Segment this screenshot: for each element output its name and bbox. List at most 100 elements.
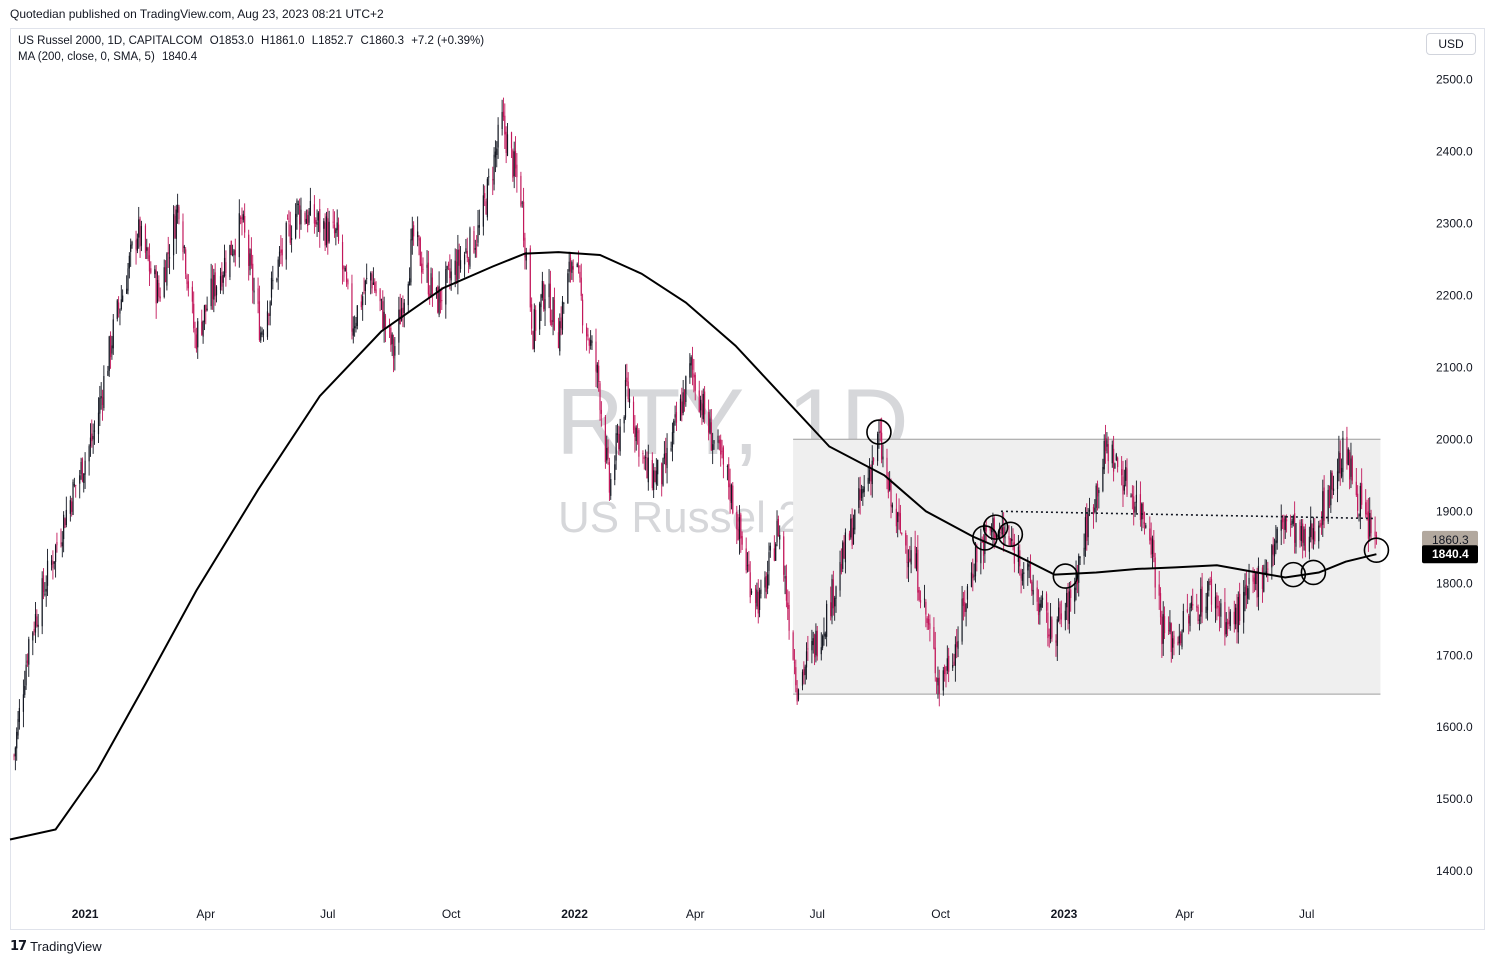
candle-body [512, 150, 514, 178]
candle-body [139, 218, 141, 247]
candle-body [826, 603, 828, 637]
candle-body [362, 296, 364, 306]
candle-body [1328, 485, 1331, 506]
candle-body [539, 303, 541, 330]
candle-body [926, 618, 928, 624]
candle-body [938, 677, 940, 694]
candle-body [81, 458, 84, 482]
x-tick-label: Jul [320, 907, 335, 921]
candle-body [1338, 451, 1340, 474]
candle-body [1135, 494, 1137, 503]
candle-body [844, 532, 847, 563]
candle-body [952, 665, 954, 668]
candle-body [1098, 490, 1100, 494]
candle-body [241, 216, 243, 224]
candle-body [1358, 514, 1360, 516]
candle-body [797, 689, 800, 700]
candle-body [1285, 519, 1288, 522]
candle-body [769, 545, 771, 551]
candle-body [531, 304, 533, 329]
candle-body [164, 267, 167, 283]
candle-body [746, 565, 749, 567]
candle-body [146, 247, 148, 251]
candle-body [93, 430, 96, 432]
x-tick-label: Jul [810, 907, 825, 921]
candle-body [484, 193, 486, 198]
candle-body [1302, 523, 1304, 543]
x-tick-label: Apr [196, 907, 215, 921]
candle-body [476, 244, 478, 246]
candle-body [345, 271, 348, 283]
candle-body [266, 311, 269, 338]
candle-body [1290, 523, 1292, 525]
candle-body [71, 501, 73, 512]
candle-body [392, 338, 395, 359]
candle-body [1216, 595, 1218, 609]
candle-body [248, 234, 250, 266]
candle-body [438, 286, 440, 315]
dotted-resistance-line [1000, 510, 1376, 520]
candle-body [278, 251, 281, 257]
candle-body [1206, 592, 1209, 611]
x-tick-label: Oct [442, 907, 461, 921]
candle-body [1205, 606, 1207, 613]
candle-body [474, 248, 476, 250]
candle-body [1351, 456, 1353, 481]
candle-body [1229, 611, 1231, 627]
candle-body [937, 678, 939, 686]
candle-body [788, 604, 790, 631]
candle-body [56, 542, 58, 546]
candle-body [65, 509, 67, 525]
candle-body [898, 511, 900, 517]
candle-body [636, 431, 639, 433]
candle-body [33, 628, 35, 632]
candle-body [177, 204, 179, 213]
y-tick-label: 1800.0 [1436, 576, 1473, 590]
candle-body [296, 200, 298, 217]
candle-body [1068, 591, 1070, 624]
candle-body [1300, 526, 1302, 542]
candle-body [1283, 518, 1285, 530]
candle-body [571, 262, 573, 273]
candle-body [1074, 587, 1076, 602]
candle-body [552, 297, 554, 322]
candle-body [1094, 507, 1096, 512]
candle-body [663, 453, 665, 459]
candle-body [840, 563, 842, 572]
candle-body [138, 219, 140, 238]
candle-body [136, 238, 138, 251]
y-tick-label: 1900.0 [1436, 504, 1473, 518]
candle-body [64, 518, 66, 528]
candle-body [832, 579, 834, 609]
ma-price-tag-bg [1422, 545, 1478, 564]
candle-body [234, 249, 236, 256]
candle-body [721, 451, 723, 452]
candle-body [1235, 607, 1237, 625]
candle-body [1150, 537, 1152, 555]
candle-body [250, 249, 252, 266]
tradingview-logo[interactable]: 17 TradingView [10, 939, 102, 954]
legend-symbol[interactable]: US Russel 2000, 1D, CAPITALCOM [18, 35, 203, 47]
candle-body [1233, 611, 1235, 625]
candle-body [1103, 440, 1105, 470]
candle-body [736, 511, 738, 530]
candle-body [103, 376, 105, 409]
candle-body [1210, 579, 1213, 605]
candle-body [1048, 634, 1050, 637]
candle-body [366, 278, 368, 279]
candle-body [1023, 572, 1025, 574]
candle-body [268, 314, 270, 316]
candle-body [119, 309, 121, 314]
legend-ma-label[interactable]: MA (200, close, 0, SMA, 5) [18, 51, 155, 63]
candle-body [909, 558, 911, 562]
candle-body [1059, 603, 1061, 614]
candle-body [1121, 469, 1123, 476]
currency-button[interactable]: USD [1426, 33, 1476, 55]
candle-body [156, 279, 159, 303]
candle-body [935, 677, 938, 683]
candle-body [934, 647, 936, 674]
candle-body [219, 276, 222, 291]
candle-body [323, 221, 325, 229]
candle-body [1214, 596, 1217, 609]
